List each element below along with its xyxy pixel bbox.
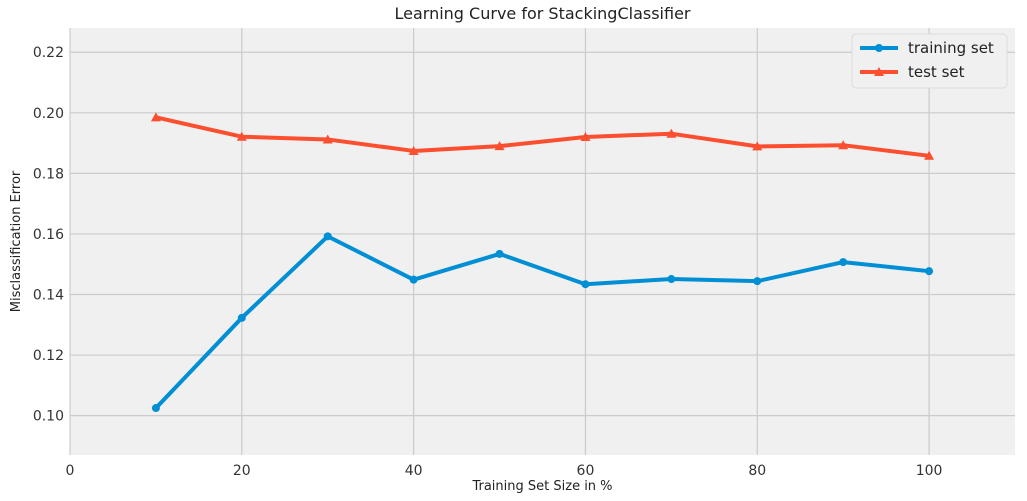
y-tick-label: 0.18: [33, 166, 64, 182]
series-test-set: [150, 112, 935, 160]
data-point: [237, 313, 246, 322]
x-tick-label: 0: [66, 463, 75, 479]
y-tick-label: 0.10: [33, 409, 64, 425]
y-tick-label: 0.22: [33, 45, 64, 61]
legend: training set test set: [851, 33, 1008, 89]
data-point: [667, 275, 676, 284]
x-tick-label: 100: [916, 463, 943, 479]
data-point: [322, 134, 333, 144]
y-tick-label: 0.16: [33, 227, 64, 243]
data-point: [839, 258, 848, 267]
data-point: [838, 140, 849, 150]
y-tick-label: 0.12: [33, 348, 64, 364]
legend-item: training set: [860, 39, 994, 57]
x-tick-label: 60: [577, 463, 595, 479]
data-point: [495, 249, 504, 258]
y-axis-label: Misclassification Error: [9, 170, 24, 312]
legend-label: test set: [908, 63, 965, 81]
series: [150, 112, 935, 413]
series-line: [153, 234, 932, 411]
data-point: [924, 150, 935, 160]
data-point: [580, 132, 591, 142]
legend-item: test set: [860, 63, 965, 81]
legend-marker: [874, 67, 884, 76]
data-point: [236, 131, 247, 141]
data-point: [408, 145, 419, 155]
data-point: [666, 128, 677, 138]
legend-marker: [875, 44, 883, 52]
data-point: [150, 112, 161, 122]
tick-labels: 0 20 40 60 80 100 0.10 0.12 0.14 0.16 0.18 0.20 0.22: [33, 45, 943, 479]
y-tick-label: 0.20: [33, 106, 64, 122]
plot-area: [70, 28, 1015, 455]
x-axis-label: Training Set Size in %: [471, 479, 612, 494]
chart-title: Learning Curve for StackingClassifier: [395, 4, 691, 23]
x-tick-label: 80: [748, 463, 766, 479]
data-point: [581, 280, 590, 289]
y-tick-label: 0.14: [33, 287, 64, 303]
data-point: [494, 141, 505, 151]
data-point: [323, 232, 332, 241]
x-tick-label: 40: [405, 463, 423, 479]
data-point: [151, 404, 160, 413]
series-training-set: [151, 232, 934, 413]
series-line: [153, 115, 932, 158]
data-point: [409, 275, 418, 284]
data-point: [752, 141, 763, 151]
data-point: [925, 267, 934, 276]
x-tick-label: 20: [233, 463, 251, 479]
legend-label: training set: [908, 39, 994, 57]
data-point: [753, 277, 762, 286]
